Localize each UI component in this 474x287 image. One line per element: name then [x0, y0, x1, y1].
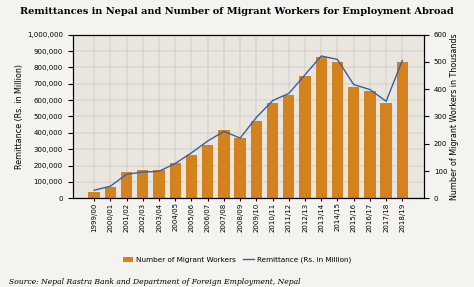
Bar [381, 103, 392, 198]
Remittance (Rs. in Million) [302, 73, 308, 77]
Remittance (Rs. in Million) [351, 83, 356, 86]
Bar [397, 62, 408, 198]
Remittance (Rs. in Million) [140, 170, 146, 174]
Remittance (Rs. in Million) [156, 170, 162, 173]
Remittance (Rs. in Million) [173, 162, 178, 165]
Bar [137, 170, 148, 198]
Bar [316, 57, 327, 198]
Remittance (Rs. in Million) [270, 99, 275, 102]
Remittance (Rs. in Million) [205, 139, 210, 143]
Legend: Number of Migrant Workers, Remittance (Rs. in Million): Number of Migrant Workers, Remittance (R… [120, 254, 354, 266]
Text: Remittances in Nepal and Number of Migrant Workers for Employment Abroad: Remittances in Nepal and Number of Migra… [20, 7, 454, 16]
Bar [267, 103, 278, 198]
Bar [202, 145, 213, 198]
Remittance (Rs. in Million) [383, 100, 389, 103]
Y-axis label: Number of Migrant Workers in Thousands: Number of Migrant Workers in Thousands [450, 33, 459, 200]
Remittance (Rs. in Million) [221, 130, 227, 133]
Bar [332, 62, 343, 198]
Remittance (Rs. in Million) [286, 92, 292, 95]
Remittance (Rs. in Million) [108, 185, 113, 188]
Bar [348, 86, 359, 198]
Remittance (Rs. in Million) [319, 54, 324, 58]
Bar [154, 170, 164, 198]
Remittance (Rs. in Million) [124, 172, 129, 176]
Remittance (Rs. in Million) [91, 189, 97, 192]
Remittance (Rs. in Million) [400, 59, 405, 62]
Bar [89, 192, 100, 198]
Remittance (Rs. in Million) [189, 151, 194, 154]
Bar [251, 121, 262, 198]
Bar [170, 163, 181, 198]
Bar [300, 75, 310, 198]
Bar [186, 155, 197, 198]
Bar [364, 91, 375, 198]
Bar [235, 138, 246, 198]
Remittance (Rs. in Million) [335, 58, 340, 61]
Text: Source: Nepal Rastra Bank and Department of Foreign Employment, Nepal: Source: Nepal Rastra Bank and Department… [9, 278, 301, 286]
Bar [283, 95, 294, 198]
Remittance (Rs. in Million) [367, 88, 373, 91]
Bar [105, 187, 116, 198]
Y-axis label: Remittance (Rs. in Million): Remittance (Rs. in Million) [15, 64, 24, 169]
Remittance (Rs. in Million) [237, 136, 243, 140]
Bar [218, 130, 229, 198]
Bar [121, 172, 132, 198]
Line: Remittance (Rs. in Million): Remittance (Rs. in Million) [94, 56, 402, 190]
Remittance (Rs. in Million) [254, 116, 259, 119]
